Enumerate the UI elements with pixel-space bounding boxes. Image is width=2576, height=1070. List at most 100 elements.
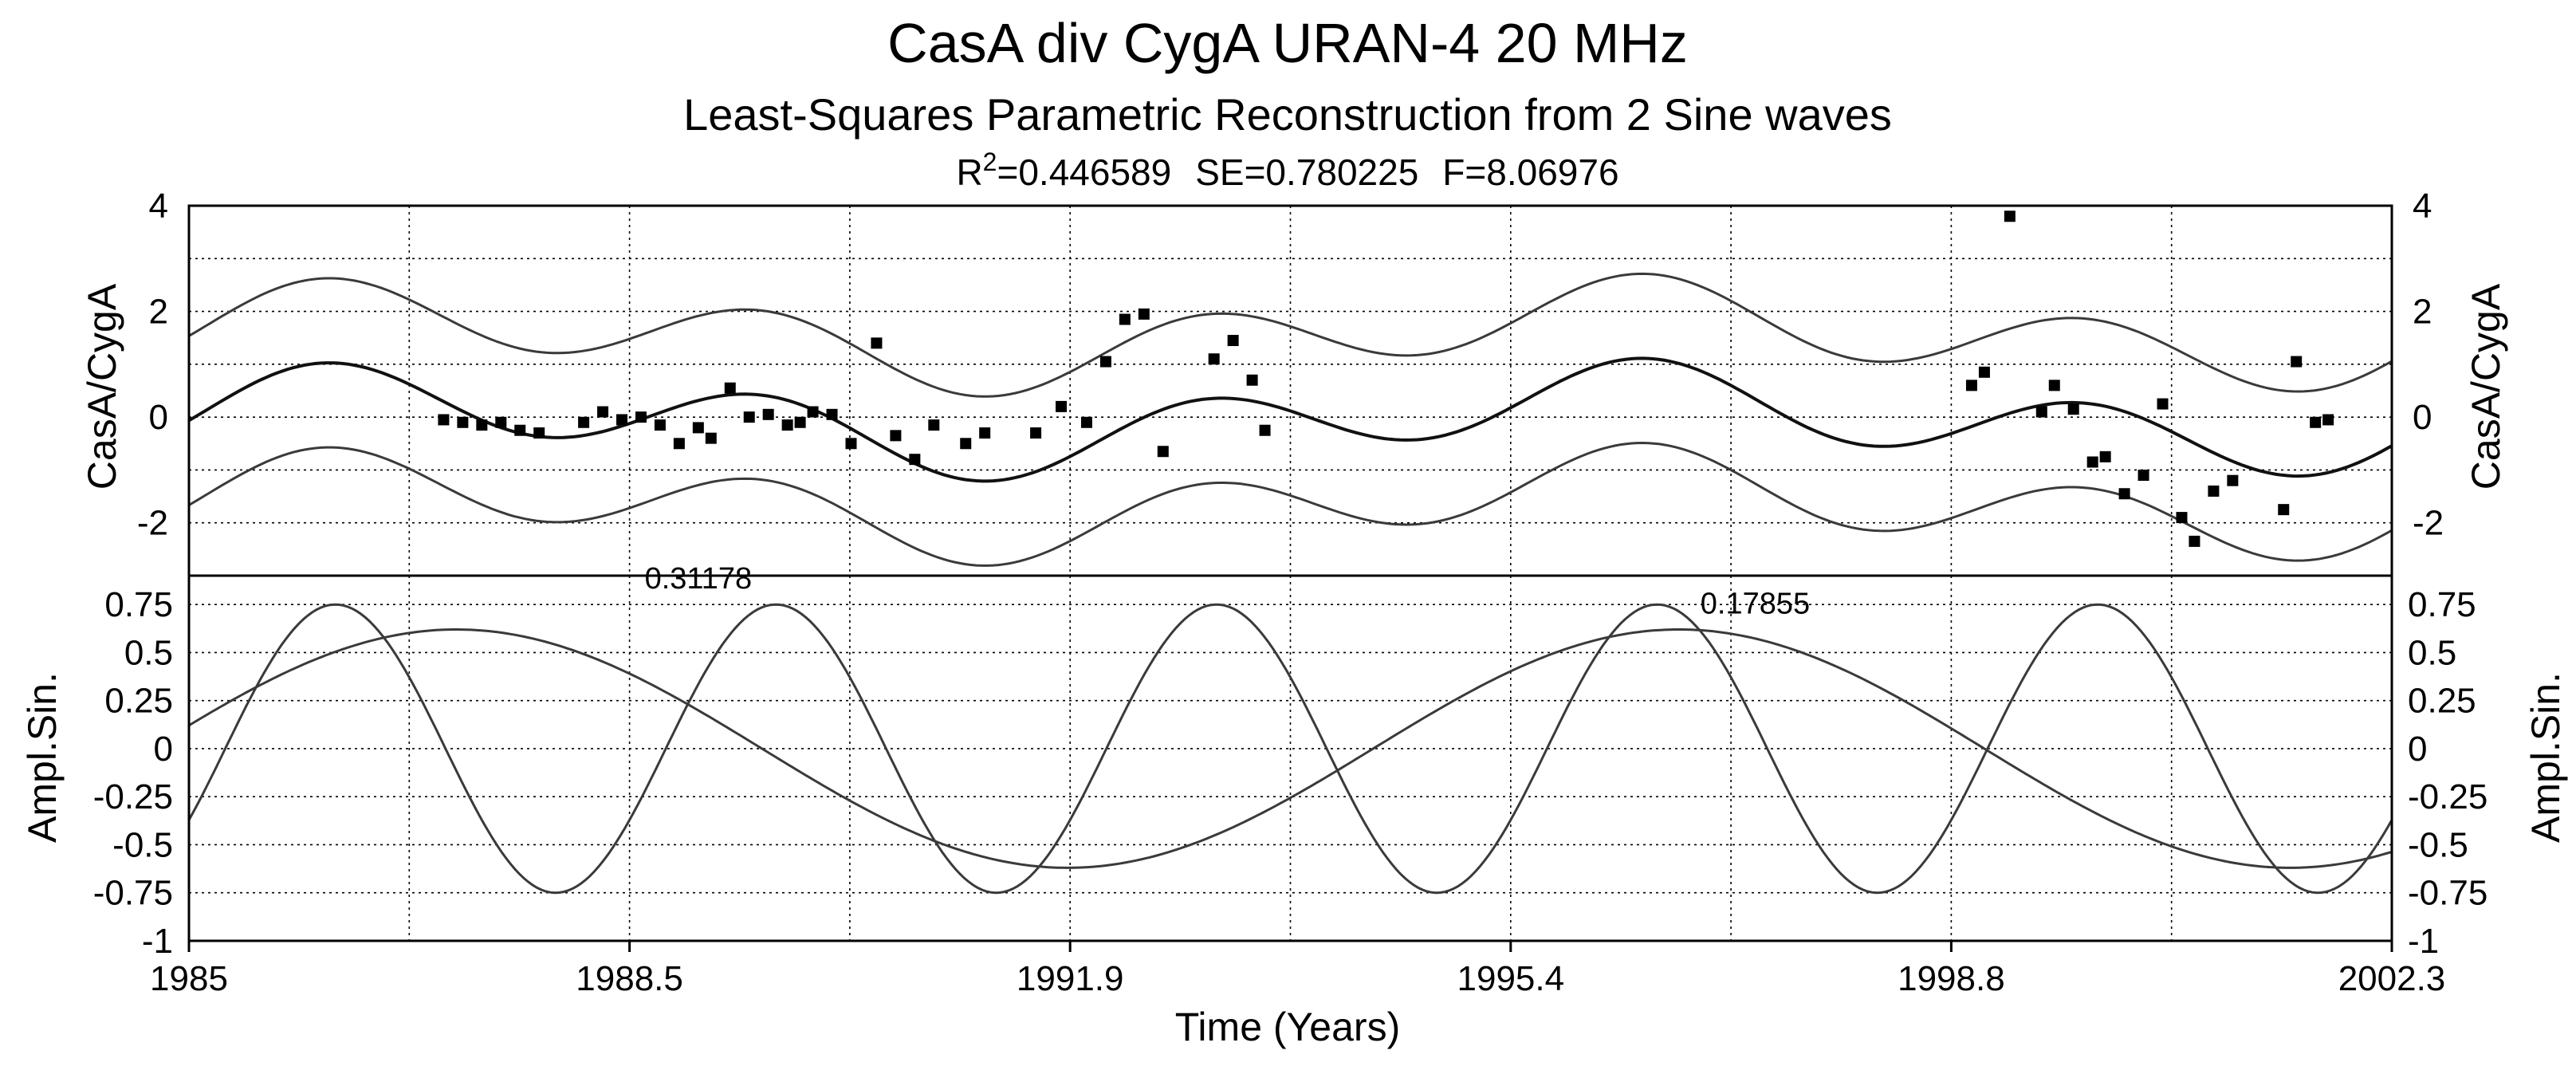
bottom-y-tick-label-left: 0.5 bbox=[124, 633, 173, 672]
data-point bbox=[871, 337, 883, 349]
data-point bbox=[1099, 356, 1111, 368]
top-y-tick-label-left: -2 bbox=[137, 504, 168, 543]
r2-superscript: 2 bbox=[983, 148, 997, 176]
data-point bbox=[673, 438, 685, 450]
data-point bbox=[1030, 427, 1042, 439]
bottom-y-tick-label-left: 0.75 bbox=[104, 585, 173, 624]
sine-1-curve bbox=[187, 603, 2393, 895]
top-y-tick-label-left: 4 bbox=[149, 187, 168, 226]
x-tick-label: 1991.9 bbox=[1017, 959, 1124, 998]
bottom-y-tick-label-left: 0.25 bbox=[104, 682, 173, 721]
data-point bbox=[2004, 210, 2016, 222]
data-point bbox=[845, 438, 857, 450]
data-point bbox=[928, 419, 940, 431]
data-point bbox=[1080, 416, 1092, 428]
sine-1-amplitude-label: 0.31178 bbox=[645, 562, 753, 596]
se-value: SE=0.780225 bbox=[1195, 151, 1418, 193]
r2-label: R bbox=[956, 151, 982, 193]
data-point bbox=[826, 408, 838, 420]
x-axis-label: Time (Years) bbox=[1175, 1005, 1400, 1049]
data-point bbox=[635, 411, 647, 423]
data-point bbox=[514, 424, 526, 436]
data-point bbox=[2035, 406, 2047, 418]
sine-2-amplitude-label: 0.17855 bbox=[1701, 587, 1810, 620]
x-tick-label: 1995.4 bbox=[1457, 959, 1565, 998]
data-point bbox=[616, 414, 628, 426]
top-y-tick-label-left: 2 bbox=[149, 293, 168, 332]
bottom-y-tick-label-left: -0.75 bbox=[93, 874, 173, 913]
data-point bbox=[794, 416, 806, 428]
upper-confidence-band bbox=[188, 272, 2393, 398]
r2-value: =0.446589 bbox=[997, 151, 1171, 193]
data-point bbox=[2099, 450, 2111, 462]
data-point bbox=[1119, 313, 1131, 325]
data-point bbox=[2176, 512, 2188, 524]
chart-title: CasA div CygA URAN-4 20 MHz bbox=[887, 12, 1688, 74]
x-tick-label: 1985 bbox=[150, 959, 228, 998]
bottom-panel-frame bbox=[187, 574, 2393, 942]
data-point bbox=[1056, 400, 1068, 412]
bottom-y-tick-label-right: 0.75 bbox=[2408, 585, 2476, 624]
bottom-y-tick-label-left: -1 bbox=[142, 922, 173, 961]
data-point bbox=[2227, 474, 2239, 486]
data-point bbox=[743, 411, 755, 423]
lower-confidence-band bbox=[188, 441, 2393, 567]
data-point bbox=[1965, 380, 1977, 391]
bottom-y-tick-label-right: 0 bbox=[2408, 730, 2427, 769]
bottom-panel: 0.75 0.75 0.5 0.5 0.25 0.25 0 0 -0.25 -0.25 -0.5 -0… bbox=[93, 562, 2488, 961]
data-point bbox=[457, 416, 469, 428]
sine-2-curve bbox=[188, 628, 2393, 869]
top-y-tick-label-right: 0 bbox=[2413, 398, 2432, 437]
data-point bbox=[2310, 416, 2322, 428]
bottom-y-tick-label-right: 0.5 bbox=[2408, 633, 2456, 672]
data-point bbox=[1157, 446, 1169, 458]
data-point bbox=[2157, 398, 2169, 410]
x-tick-label: 1998.8 bbox=[1898, 959, 2005, 998]
bottom-y-tick-label-right: -1 bbox=[2408, 922, 2439, 961]
bottom-y-tick-label-left: 0 bbox=[154, 730, 173, 769]
data-point bbox=[2291, 356, 2303, 368]
data-point bbox=[2278, 504, 2290, 516]
data-point bbox=[2067, 403, 2079, 415]
data-point bbox=[890, 430, 902, 442]
data-point bbox=[533, 427, 545, 439]
data-point bbox=[781, 419, 793, 431]
fit-statistics: R2=0.446589 SE=0.780225 F=8.06976 bbox=[956, 148, 1618, 193]
x-tick-label: 2002.3 bbox=[2338, 959, 2446, 998]
top-y-tick-label-right: -2 bbox=[2413, 504, 2444, 543]
data-point bbox=[495, 416, 507, 428]
data-point bbox=[724, 382, 736, 394]
data-point bbox=[2086, 456, 2098, 468]
bottom-y-tick-label-right: -0.5 bbox=[2408, 825, 2468, 864]
data-point bbox=[438, 414, 450, 426]
data-point bbox=[762, 408, 774, 420]
data-point bbox=[2208, 485, 2220, 497]
x-axis: 1985 1988.5 1991.9 1995.4 1998.8 2002.3 bbox=[150, 941, 2445, 998]
bottom-y-tick-label-left: -0.25 bbox=[93, 777, 173, 816]
bottom-y-tick-label-left: -0.5 bbox=[112, 825, 173, 864]
bottom-y-axis-label-right: Ampl.Sin. bbox=[2523, 672, 2568, 843]
data-point bbox=[578, 416, 590, 428]
data-point bbox=[960, 438, 972, 450]
f-value: F=8.06976 bbox=[1442, 151, 1618, 193]
data-point bbox=[2137, 470, 2149, 482]
data-point bbox=[476, 419, 488, 431]
data-point bbox=[1138, 308, 1150, 320]
bottom-y-tick-label-right: -0.25 bbox=[2408, 777, 2488, 816]
data-point bbox=[2118, 488, 2130, 500]
fit-curve bbox=[187, 356, 2393, 483]
top-y-tick-label-right: 2 bbox=[2413, 293, 2432, 332]
top-y-axis-label-right: CasA/CygA bbox=[2464, 283, 2508, 490]
data-point bbox=[692, 422, 704, 434]
data-point bbox=[807, 406, 819, 418]
data-point bbox=[1978, 366, 1990, 378]
data-point bbox=[1259, 424, 1271, 436]
data-point bbox=[979, 427, 991, 439]
data-point bbox=[1246, 374, 1258, 386]
data-point bbox=[2048, 380, 2060, 391]
data-point bbox=[1227, 335, 1239, 347]
x-tick-label: 1988.5 bbox=[576, 959, 683, 998]
top-y-tick-label-left: 0 bbox=[149, 398, 168, 437]
data-point bbox=[2322, 414, 2334, 426]
